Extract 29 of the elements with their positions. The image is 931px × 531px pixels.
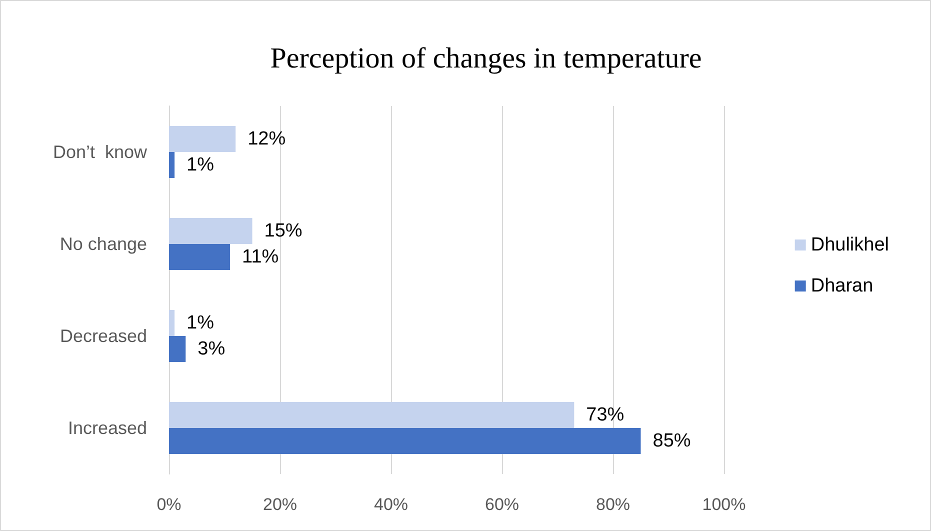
y-tick-label: Don’t know (52, 142, 148, 162)
data-label: 73% (586, 404, 624, 426)
x-tick-label: 20% (262, 495, 298, 514)
y-tick-label: No change (60, 234, 147, 254)
data-label: 11% (242, 246, 279, 268)
bar (169, 244, 230, 270)
bar (169, 126, 236, 152)
x-tick-label: 80% (596, 495, 630, 514)
x-tick-label: 40% (374, 495, 408, 514)
bar (169, 218, 252, 244)
data-label: 12% (248, 128, 286, 150)
x-tick-label: 0% (156, 495, 182, 514)
legend-label: Dharan (810, 276, 874, 296)
y-tick-label: Increased (68, 418, 147, 438)
data-label: 15% (264, 220, 302, 242)
x-tick-label: 60% (484, 495, 520, 514)
bar (169, 310, 175, 336)
x-tick-label: 100% (702, 495, 746, 514)
y-tick-label: Decreased (60, 326, 147, 346)
data-label: 1% (186, 312, 214, 334)
data-label: 85% (652, 430, 691, 452)
data-label: 3% (198, 338, 226, 360)
bar (169, 152, 175, 178)
chart-title: Perception of changes in temperature (270, 42, 702, 74)
bar (169, 428, 641, 454)
bar (169, 402, 574, 428)
bar (169, 336, 186, 362)
data-label: 1% (186, 154, 214, 176)
legend-label: Dhulikhel (810, 234, 890, 256)
